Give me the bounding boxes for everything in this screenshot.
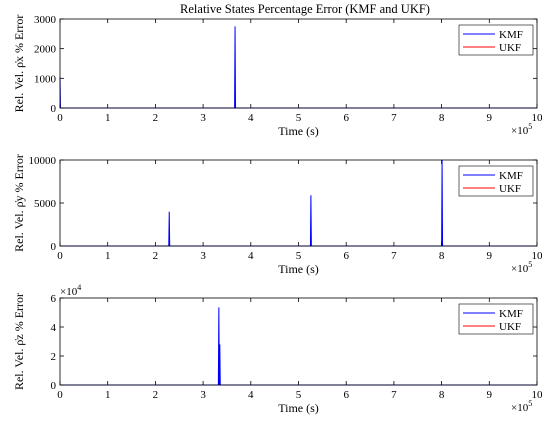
x-tick-label: 8 [439, 112, 445, 124]
y-tick-label: 2 [51, 351, 57, 363]
x-tick-label: 3 [200, 112, 206, 124]
legend-label: UKF [499, 321, 521, 333]
x-axis-label: Time (s) [278, 262, 319, 276]
x-tick-label: 2 [153, 389, 159, 401]
x-tick-label: 5 [296, 389, 302, 401]
x-tick-label: 7 [391, 112, 397, 124]
x-tick-label: 2 [153, 250, 159, 262]
x-tick-label: 9 [487, 389, 493, 401]
x-tick-label: 4 [248, 389, 254, 401]
x-tick-label: 10 [532, 112, 544, 124]
plot-area [60, 298, 537, 385]
y-axis-label: Rel. Vel. ρ̇z % Error [12, 293, 26, 390]
x-tick-label: 0 [57, 250, 63, 262]
legend-label: UKF [499, 42, 521, 54]
subplot-3: 0 1 2 3 4 5 6 7 8 9 10 0 2 4 6 Time (s) Rel. Vel. ρ̇z % … [12, 283, 543, 415]
x-axis-label: Time (s) [278, 124, 319, 138]
x-tick-label: 7 [391, 389, 397, 401]
x-tick-label: 6 [343, 389, 349, 401]
x-tick-label: 9 [487, 250, 493, 262]
legend-box [458, 24, 534, 56]
x-multiplier: ×105 [511, 260, 532, 275]
y-tick-label: 10000 [29, 155, 57, 167]
x-tick-label: 2 [153, 112, 159, 124]
x-tick-label: 1 [105, 389, 111, 401]
legend-label: KMF [499, 29, 523, 41]
y-tick-label: 3000 [34, 14, 57, 26]
subplot-2: 0 1 2 3 4 5 6 7 8 9 10 0 5000 10000 Time (s) Rel. Vel. … [12, 154, 543, 276]
x-tick-label: 5 [296, 112, 302, 124]
x-axis-label: Time (s) [278, 401, 319, 415]
legend-label: KMF [499, 308, 523, 320]
y-tick-label: 1000 [34, 73, 57, 85]
x-tick-label: 3 [200, 250, 206, 262]
series-line-kmf [60, 159, 537, 247]
y-multiplier: ×104 [60, 283, 81, 298]
y-tick-label: 0 [51, 380, 57, 392]
plot-area [60, 19, 537, 108]
y-axis-label: Rel. Vel. ρ̇x % Error [12, 15, 26, 113]
figure-title: Relative States Percentage Error (KMF an… [180, 2, 430, 16]
x-tick-label: 5 [296, 250, 302, 262]
x-tick-label: 0 [57, 112, 63, 124]
y-axis-label: Rel. Vel. ρ̇y % Error [12, 154, 26, 252]
legend-box [458, 165, 534, 197]
subplot-1: 0 1 2 3 4 5 6 7 8 9 10 0 1000 2000 3000 Time (s) Rel. Ve… [12, 14, 543, 138]
y-tick-label: 4 [51, 322, 57, 334]
y-tick-label: 0 [51, 241, 57, 253]
x-tick-label: 7 [391, 250, 397, 262]
y-tick-label: 2000 [34, 44, 57, 56]
x-tick-label: 0 [57, 389, 63, 401]
x-tick-label: 3 [200, 389, 206, 401]
legend-label: KMF [499, 170, 523, 182]
x-multiplier: ×105 [511, 399, 532, 414]
legend-box [458, 303, 534, 335]
x-tick-label: 10 [532, 250, 544, 262]
plot-area [60, 160, 537, 246]
x-multiplier: ×105 [511, 122, 532, 137]
x-tick-label: 10 [532, 389, 544, 401]
x-tick-label: 9 [487, 112, 493, 124]
x-tick-label: 6 [343, 112, 349, 124]
x-tick-label: 4 [248, 112, 254, 124]
y-tick-label: 0 [51, 103, 57, 115]
x-tick-label: 1 [105, 112, 111, 124]
x-tick-label: 4 [248, 250, 254, 262]
y-tick-label: 6 [51, 293, 57, 305]
legend-label: UKF [499, 183, 521, 195]
x-tick-label: 8 [439, 250, 445, 262]
x-tick-label: 6 [343, 250, 349, 262]
x-tick-label: 8 [439, 389, 445, 401]
x-tick-label: 1 [105, 250, 111, 262]
y-tick-label: 5000 [34, 198, 57, 210]
